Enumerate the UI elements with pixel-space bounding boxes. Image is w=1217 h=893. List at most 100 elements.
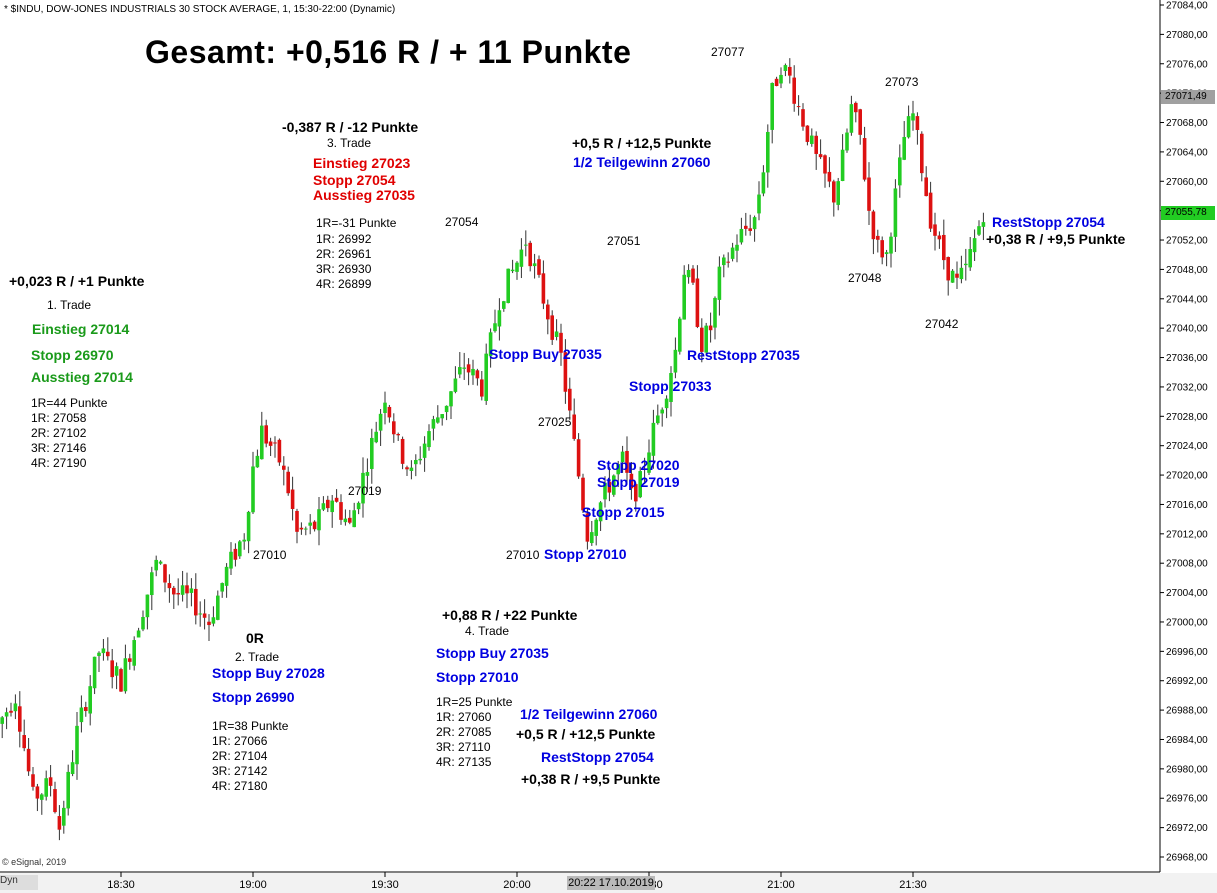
candle-body (167, 583, 172, 589)
candle-body (35, 786, 40, 799)
price-tick-label: 26984,00 (1166, 735, 1208, 746)
candle-body (136, 630, 141, 638)
candle-body (348, 517, 352, 523)
price-label-27054: 27054 (445, 215, 479, 229)
price-label-27077: 27077 (711, 45, 745, 59)
candle-body (502, 301, 506, 309)
candle-body (361, 472, 365, 504)
candle-body (295, 510, 299, 532)
candle-body (559, 332, 563, 353)
trade1-target-2: 2R: 27102 (31, 426, 87, 440)
candle-body (330, 500, 334, 513)
candle-body (915, 116, 920, 130)
candle-body (172, 587, 176, 595)
candle-body (871, 211, 876, 240)
candle-body (66, 771, 70, 809)
candle-body (854, 102, 858, 113)
candle-body (972, 238, 977, 253)
candle-body (484, 353, 488, 401)
candle-body (550, 315, 554, 340)
price-tick-label: 27028,00 (1166, 412, 1208, 423)
candle-body (110, 660, 114, 678)
candle-body (876, 235, 880, 240)
price-label-27048: 27048 (848, 271, 882, 285)
candle-body (356, 502, 361, 510)
candle-body (312, 521, 317, 530)
trade3-target-4: 4R: 26899 (316, 277, 372, 291)
trade3-stop: Stopp 27054 (313, 172, 396, 188)
candle-body (268, 441, 273, 446)
candle-body (163, 564, 167, 583)
candle-body (471, 368, 475, 376)
candle-body (554, 331, 559, 337)
candle-body (594, 519, 598, 536)
candle-body (810, 135, 814, 144)
candle-body (475, 370, 480, 379)
candle-body (431, 419, 436, 429)
price-tick-label: 27060,00 (1166, 177, 1208, 188)
price-label-27010-a: 27010 (253, 548, 287, 562)
trade3-target-3: 3R: 26930 (316, 262, 372, 276)
trade4-target-0: 1R=25 Punkte (436, 695, 513, 709)
candle-body (537, 259, 541, 275)
candle-body (466, 364, 471, 373)
candle-body (374, 431, 378, 443)
candle-body (664, 398, 669, 409)
candle-body (867, 177, 871, 211)
candle-body (717, 266, 722, 300)
candle-body (928, 192, 933, 229)
price-tick-label: 27032,00 (1166, 382, 1208, 393)
candle-body (409, 467, 414, 471)
candle-body (9, 710, 13, 713)
price-label-27042: 27042 (925, 317, 959, 331)
trade2-entry: Stopp Buy 27028 (212, 665, 325, 681)
candle-body (937, 235, 942, 240)
trade1-exit: Ausstieg 27014 (31, 369, 133, 385)
price-tick-label: 27004,00 (1166, 588, 1208, 599)
candle-body (629, 473, 634, 489)
candle-body (814, 135, 818, 154)
candle-body (779, 74, 783, 84)
candle-body (141, 616, 145, 630)
candle-body (440, 414, 444, 419)
trade4-target-3: 3R: 27110 (436, 740, 491, 754)
annot-stopp-27010: Stopp 27010 (544, 546, 627, 562)
candle-body (321, 503, 326, 510)
candle-body (198, 613, 202, 615)
candle-body (515, 262, 519, 272)
candle-body (396, 434, 400, 436)
candle-body (326, 499, 330, 509)
price-tick-label: 27044,00 (1166, 294, 1208, 305)
candle-body (708, 325, 713, 331)
candle-body (818, 154, 823, 158)
annot-stopp-27033: Stopp 27033 (629, 378, 712, 394)
candle-body (238, 541, 242, 557)
candle-body (343, 518, 348, 523)
candle-body (642, 468, 647, 470)
time-tick-label: 20:00 (503, 879, 531, 891)
candle-body (836, 181, 840, 205)
copyright-label: © eSignal, 2019 (2, 857, 67, 867)
candle-body (590, 532, 594, 544)
candle-body (176, 593, 180, 595)
dyn-mode-button[interactable]: Dyn (0, 875, 38, 890)
candle-body (26, 748, 31, 772)
candle-body (902, 136, 906, 160)
candle-body (414, 460, 418, 465)
candle-body (726, 261, 730, 263)
candle-body (607, 481, 612, 493)
candle-body (924, 177, 928, 197)
candle-body (889, 236, 893, 254)
candle-body (528, 242, 532, 267)
price-tick-label: 27012,00 (1166, 529, 1208, 540)
candle-body (224, 566, 229, 586)
candle-body (378, 413, 383, 431)
candle-body (387, 406, 392, 418)
time-tick-label: 21:30 (899, 879, 927, 891)
candle-body (766, 131, 770, 173)
candle-body (920, 133, 924, 174)
candle-body (757, 194, 761, 214)
candle-body (955, 273, 959, 278)
candle-body (964, 263, 968, 266)
trade2-target-3: 3R: 27142 (212, 764, 268, 778)
